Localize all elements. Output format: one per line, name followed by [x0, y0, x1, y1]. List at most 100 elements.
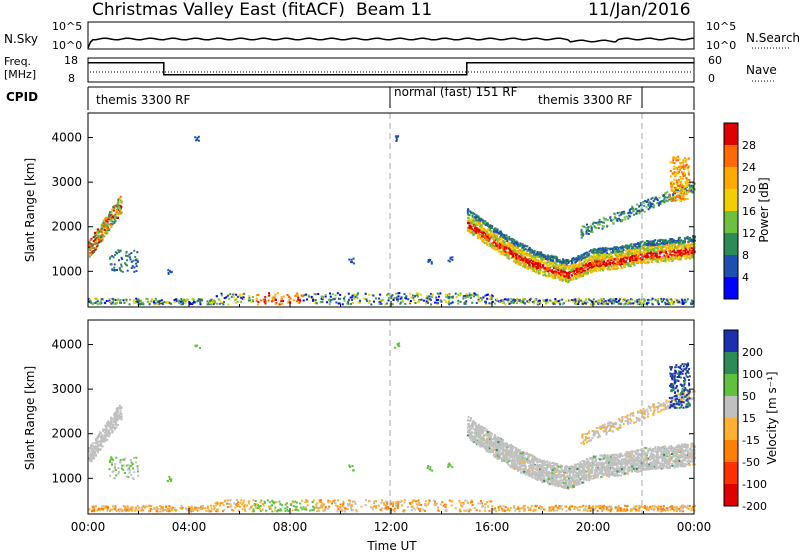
scatter-cell	[409, 502, 412, 505]
scatter-cell	[549, 255, 552, 258]
scatter-cell	[280, 300, 283, 303]
scatter-cell	[89, 298, 91, 301]
scatter-cell	[586, 268, 589, 271]
scatter-cell	[483, 235, 486, 238]
scatter-cell	[385, 508, 388, 511]
scatter-cell	[679, 161, 682, 164]
scatter-cell	[668, 195, 671, 198]
scatter-cell	[673, 165, 676, 168]
scatter-cell	[617, 302, 620, 305]
scatter-cell	[621, 245, 624, 248]
scatter-cell	[112, 298, 114, 301]
scatter-cell	[285, 502, 288, 505]
scatter-cell	[372, 294, 375, 297]
scatter-cell	[215, 295, 218, 298]
scatter-cell	[119, 250, 122, 253]
scatter-cell	[541, 506, 543, 509]
scatter-cell	[601, 248, 604, 251]
scatter-cell	[676, 241, 679, 244]
scatter-cell	[337, 499, 339, 502]
beam-label: Beam 11	[356, 0, 432, 20]
scatter-cell	[661, 257, 664, 259]
scatter-cell	[626, 507, 628, 510]
power-plot-background	[88, 113, 694, 307]
scatter-cell	[611, 250, 614, 253]
scatter-cell	[332, 297, 335, 300]
scatter-cell	[554, 277, 557, 280]
scatter-cell	[663, 197, 666, 200]
scatter-cell	[515, 257, 518, 260]
scatter-cell	[577, 275, 580, 277]
scatter-cell	[650, 252, 653, 255]
scatter-cell	[689, 243, 692, 246]
scatter-cell	[632, 252, 635, 255]
scatter-cell	[481, 233, 483, 236]
scatter-cell	[575, 269, 578, 272]
scatter-cell	[666, 196, 669, 199]
scatter-cell	[281, 302, 284, 305]
scatter-cell	[611, 299, 613, 302]
scatter-cell	[107, 228, 110, 231]
scatter-cell	[604, 301, 607, 304]
scatter-cell	[470, 219, 473, 222]
scatter-cell	[328, 299, 330, 302]
scatter-cell	[517, 250, 519, 252]
scatter-cell	[159, 508, 162, 510]
scatter-cell	[580, 230, 583, 233]
scatter-cell	[448, 260, 451, 263]
scatter-cell	[594, 256, 597, 259]
scatter-cell	[534, 298, 537, 301]
scatter-cell	[395, 138, 398, 141]
scatter-cell	[137, 299, 140, 301]
scatter-cell	[685, 163, 688, 166]
scatter-cell	[93, 242, 96, 245]
scatter-cell	[549, 267, 551, 270]
scatter-cell	[235, 293, 238, 296]
scatter-cell	[671, 242, 674, 245]
scatter-cell	[210, 298, 213, 301]
scatter-cell	[451, 295, 454, 298]
scatter-cell	[679, 301, 682, 304]
scatter-cell	[526, 249, 529, 252]
scatter-cell	[548, 506, 551, 509]
scatter-cell	[598, 263, 601, 266]
scatter-cell	[349, 505, 352, 508]
scatter-cell	[625, 257, 628, 259]
scatter-cell	[681, 173, 684, 176]
scatter-cell	[297, 296, 300, 299]
scatter-cell	[302, 506, 305, 509]
scatter-cell	[665, 256, 668, 259]
scatter-cell	[676, 181, 679, 184]
scatter-cell	[473, 292, 476, 295]
scatter-cell	[138, 300, 141, 303]
scatter-cell	[561, 261, 564, 263]
scatter-cell	[619, 254, 622, 256]
scatter-cell	[555, 259, 558, 262]
scatter-cell	[650, 246, 653, 249]
scatter-cell	[620, 256, 623, 259]
scatter-cell	[444, 293, 447, 296]
scatter-cell	[470, 222, 473, 224]
scatter-cell	[117, 202, 119, 205]
scatter-cell	[180, 504, 183, 507]
scatter-cell	[430, 296, 433, 299]
scatter-cell	[687, 247, 690, 250]
scatter-cell	[620, 508, 623, 510]
scatter-cell	[652, 250, 655, 253]
scatter-cell	[451, 256, 454, 259]
scatter-cell	[95, 301, 98, 304]
scatter-cell	[585, 509, 588, 512]
scatter-cell	[530, 251, 532, 253]
scatter-cell	[602, 298, 605, 301]
scatter-cell	[618, 255, 621, 258]
scatter-cell	[691, 186, 694, 189]
scatter-cell	[596, 266, 599, 269]
scatter-cell	[232, 296, 235, 299]
scatter-cell	[255, 297, 258, 300]
scatter-cell	[425, 295, 428, 298]
scatter-cell	[650, 243, 652, 246]
scatter-cell	[558, 263, 561, 266]
scatter-cell	[119, 204, 122, 207]
scatter-cell	[296, 292, 299, 295]
scatter-cell	[601, 508, 604, 511]
